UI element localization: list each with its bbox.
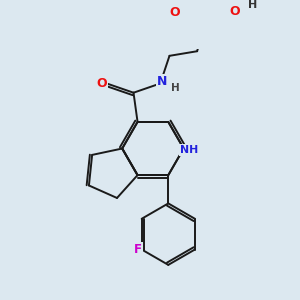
Text: N: N xyxy=(157,75,167,88)
Text: F: F xyxy=(134,243,142,256)
Text: NH: NH xyxy=(180,145,198,155)
Text: H: H xyxy=(171,83,180,93)
Text: O: O xyxy=(230,5,240,18)
Text: O: O xyxy=(97,77,107,90)
Text: O: O xyxy=(169,6,180,19)
Text: H: H xyxy=(248,0,257,10)
